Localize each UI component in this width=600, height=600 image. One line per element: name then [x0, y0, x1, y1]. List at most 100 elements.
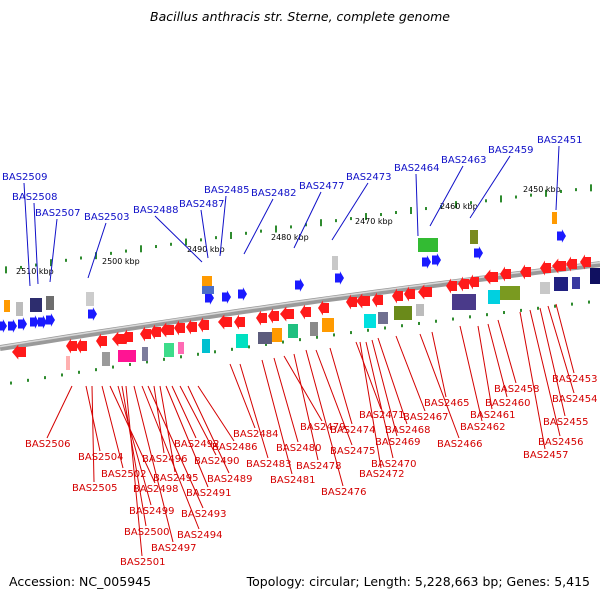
scale-tick-mark	[20, 265, 22, 269]
reverse-gene-label: BAS2460	[485, 398, 531, 409]
top-label-leader	[154, 215, 203, 263]
reverse-gene-arrow	[418, 284, 432, 300]
reverse-gene-arrow	[198, 317, 209, 333]
inner-tick-mark	[401, 324, 403, 328]
top-label-leader	[87, 222, 107, 279]
forward-gene-arrow	[8, 319, 17, 333]
reverse-gene-arrow	[520, 264, 531, 280]
forward-gene-arrow	[295, 278, 304, 292]
reverse-gene-arrow	[150, 324, 161, 340]
reverse-gene-label: BAS2467	[403, 412, 449, 423]
inner-tick-mark	[537, 306, 539, 310]
scale-tick-label: 2510 kbp	[16, 267, 54, 276]
bottom-label-leader	[101, 385, 124, 469]
reverse-gene-label: BAS2458	[494, 384, 540, 395]
top-label-leader	[219, 195, 227, 257]
scale-tick-mark	[305, 223, 307, 227]
annotation-block	[30, 298, 42, 312]
annotation-block	[202, 276, 212, 286]
reverse-gene-label: BAS2495	[153, 473, 199, 484]
reverse-gene-arrow	[122, 329, 133, 345]
annotation-block	[164, 343, 174, 357]
backbone-highlight	[0, 261, 600, 348]
scale-tick-label: 2500 kbp	[102, 257, 140, 266]
scale-tick-mark	[50, 259, 52, 267]
inner-tick-mark	[61, 373, 63, 377]
inner-tick-mark	[367, 328, 369, 332]
bottom-label-leader	[141, 385, 200, 530]
bottom-label-leader	[293, 353, 319, 461]
scale-tick-mark	[575, 188, 577, 192]
top-label-leader	[200, 209, 209, 259]
genome-title: Bacillus anthracis str. Sterne, complete…	[150, 9, 450, 24]
forward-gene-arrow	[238, 287, 247, 301]
reverse-gene-label: BAS2455	[543, 417, 589, 428]
top-label-leader	[49, 218, 58, 283]
reverse-gene-label: BAS2506	[25, 439, 71, 450]
reverse-gene-arrow	[76, 338, 87, 354]
gene-features	[0, 212, 600, 370]
scale-tick-label: 2480 kbp	[271, 233, 309, 242]
reverse-gene-label: BAS2504	[78, 452, 124, 463]
inner-tick-mark	[248, 345, 250, 349]
scale-tick-mark	[380, 213, 382, 217]
reverse-gene-arrow	[372, 292, 383, 308]
label-leaders	[23, 145, 575, 557]
scale-tick-mark	[275, 225, 277, 233]
scale-tick-mark	[155, 245, 157, 249]
top-label-leader	[33, 202, 39, 285]
scale-tick-mark	[485, 199, 487, 203]
forward-gene-label: BAS2464	[394, 163, 440, 174]
bottom-label-leader	[329, 347, 353, 425]
inner-tick-mark	[571, 302, 573, 306]
forward-gene-arrow	[30, 315, 39, 329]
inner-tick-mark	[520, 308, 522, 312]
reverse-gene-label: BAS2502	[101, 469, 147, 480]
inner-tick-mark	[435, 319, 437, 323]
bottom-label-leader	[283, 355, 323, 422]
annotation-block	[66, 356, 70, 370]
annotation-block	[86, 292, 94, 306]
bottom-label-leader	[125, 385, 143, 557]
bottom-label-leader	[371, 339, 398, 437]
annotation-block	[418, 238, 438, 252]
forward-gene-arrow	[18, 317, 27, 331]
reverse-gene-arrow	[552, 258, 566, 274]
forward-gene-label: BAS2488	[133, 205, 179, 216]
scale-tick-label: 2450 kbp	[523, 185, 561, 194]
annotation-block	[572, 277, 580, 289]
inner-tick-mark	[44, 376, 46, 380]
inner-tick-mark	[469, 315, 471, 319]
reverse-gene-label: BAS2480	[276, 443, 322, 454]
annotation-block	[288, 324, 298, 338]
reverse-gene-label: BAS2478	[296, 461, 342, 472]
annotation-block	[102, 352, 110, 366]
annotation-block	[272, 328, 282, 342]
top-label-leader	[429, 165, 464, 227]
annotation-block	[416, 304, 424, 316]
bottom-label-leader	[239, 363, 269, 459]
scale-tick-label: 2490 kbp	[187, 245, 225, 254]
annotation-block	[394, 306, 412, 320]
reverse-gene-arrow	[256, 310, 267, 326]
bottom-label-leader	[261, 359, 293, 475]
bottom-label-leader	[519, 311, 546, 450]
bottom-label-leader	[377, 337, 408, 425]
bottom-label-leader	[197, 385, 235, 442]
forward-gene-label: BAS2473	[346, 172, 392, 183]
top-label-leader	[23, 182, 31, 287]
reverse-gene-arrow	[484, 269, 498, 285]
inner-tick-mark	[197, 352, 199, 356]
inner-tick-mark	[95, 368, 97, 372]
scale-tick-mark	[95, 252, 97, 260]
scale-tick-mark	[5, 266, 7, 274]
forward-gene-label: BAS2485	[204, 185, 250, 196]
forward-gene-label: BAS2451	[537, 135, 583, 146]
reverse-gene-label: BAS2453	[552, 374, 598, 385]
top-label-leader	[293, 191, 322, 249]
bottom-label-leader	[529, 309, 561, 437]
bottom-label-leader	[109, 385, 156, 484]
scale-tick-mark	[185, 238, 187, 246]
reverse-gene-arrow	[12, 344, 26, 360]
